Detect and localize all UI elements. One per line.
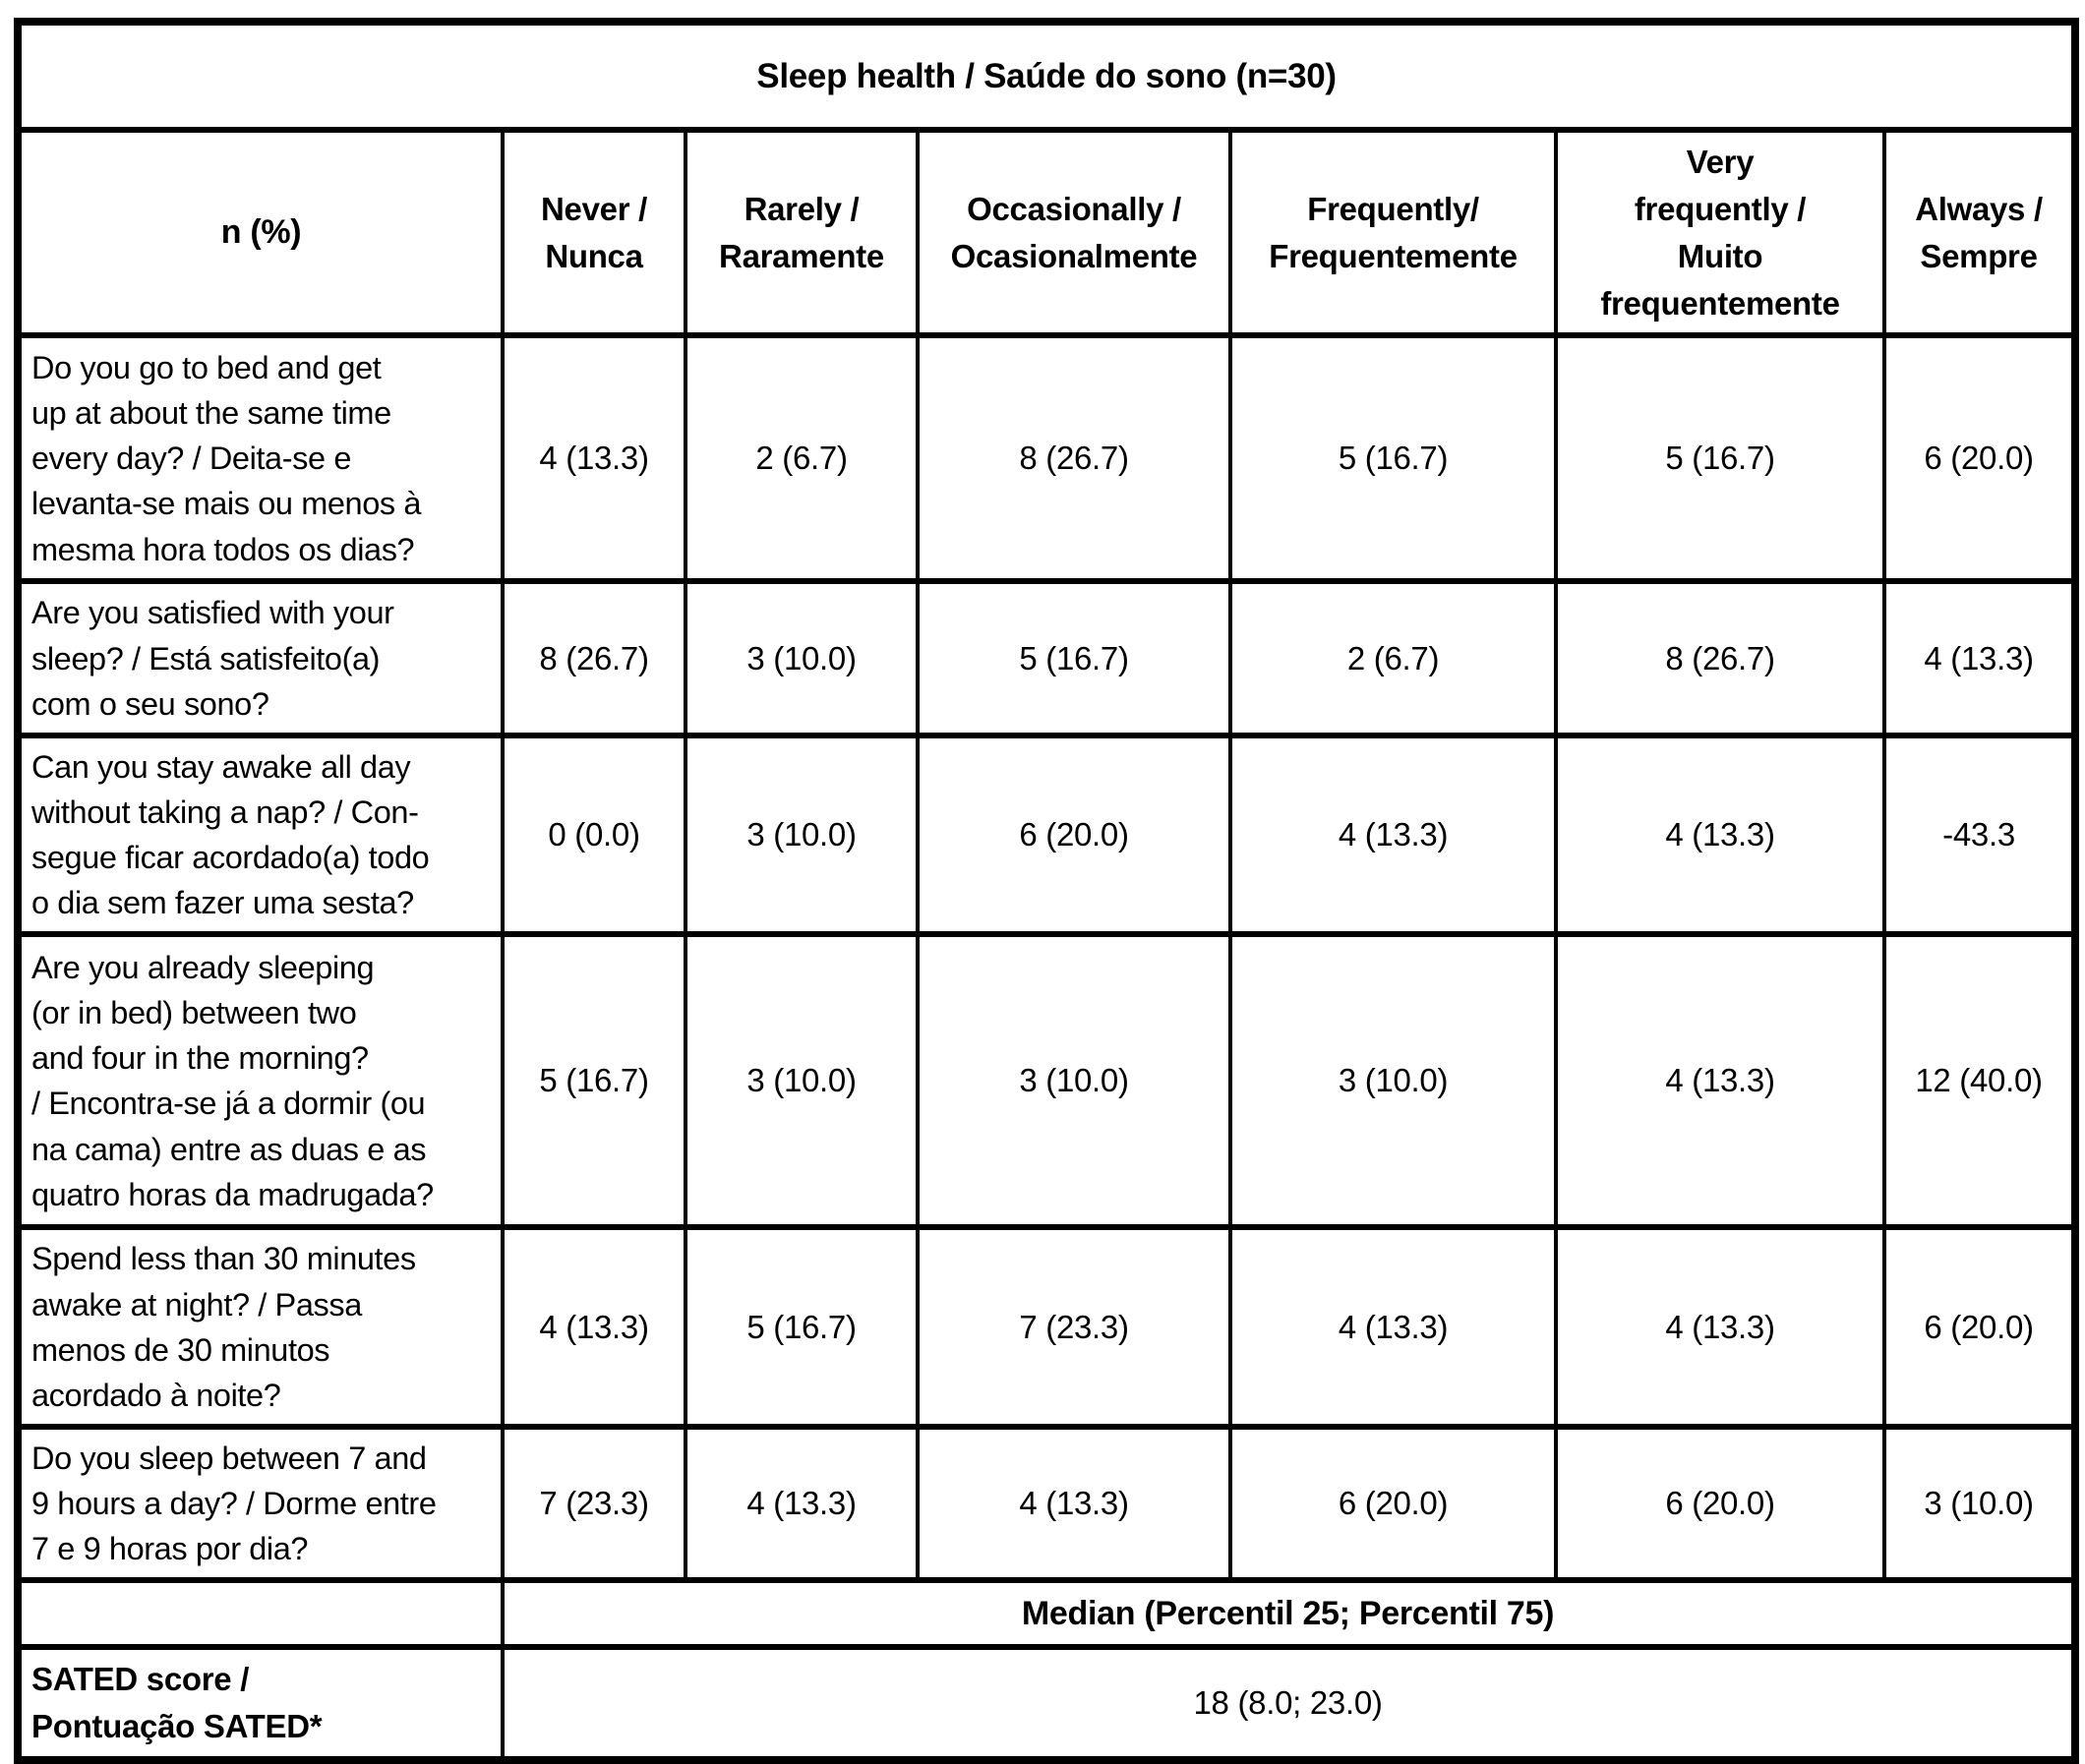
value-cell: 4 (13.3) bbox=[1881, 578, 2078, 738]
value-cell: 8 (26.7) bbox=[916, 332, 1232, 585]
value-cell: 4 (13.3) bbox=[916, 1423, 1232, 1584]
value-cell: 5 (16.7) bbox=[1228, 332, 1558, 585]
value-cell: -43.3 bbox=[1881, 732, 2078, 938]
column-header-never: Never / Nunca bbox=[501, 126, 687, 339]
table-row: Do you go to bed and get up at about the… bbox=[16, 332, 2078, 585]
value-cell: 0 (0.0) bbox=[501, 732, 687, 938]
value-cell: 3 (10.0) bbox=[916, 931, 1232, 1231]
column-header-occasionally: Occasionally / Ocasionalmente bbox=[916, 126, 1232, 339]
value-cell: 4 (13.3) bbox=[1228, 1224, 1558, 1430]
value-cell: 2 (6.7) bbox=[684, 332, 920, 585]
value-cell: 4 (13.3) bbox=[1228, 732, 1558, 938]
value-cell: 3 (10.0) bbox=[684, 732, 920, 938]
sleep-health-table: Sleep health / Saúde do sono (n=30) n (%… bbox=[14, 18, 2080, 1764]
median-header-row: Median (Percentil 25; Percentil 75) bbox=[16, 1577, 2078, 1651]
table-row: Are you satisfied with your sleep? / Est… bbox=[16, 578, 2078, 738]
value-cell: 6 (20.0) bbox=[1554, 1423, 1886, 1584]
value-cell: 3 (10.0) bbox=[1228, 931, 1558, 1231]
empty-cell bbox=[16, 1577, 505, 1651]
question-cell: Do you go to bed and get up at about the… bbox=[16, 332, 505, 585]
value-cell: 4 (13.3) bbox=[684, 1423, 920, 1584]
value-cell: 6 (20.0) bbox=[1228, 1423, 1558, 1584]
sated-score-row: SATED score / Pontuação SATED* 18 (8.0; … bbox=[16, 1644, 2078, 1764]
question-cell: Spend less than 30 minutes awake at nigh… bbox=[16, 1224, 505, 1430]
value-cell: 4 (13.3) bbox=[1554, 1224, 1886, 1430]
median-header: Median (Percentil 25; Percentil 75) bbox=[500, 1577, 2078, 1651]
value-cell: 4 (13.3) bbox=[1554, 732, 1886, 938]
table-row: Can you stay awake all day without takin… bbox=[16, 732, 2078, 938]
sated-score-label: SATED score / Pontuação SATED* bbox=[16, 1644, 505, 1764]
value-cell: 4 (13.3) bbox=[1554, 931, 1886, 1231]
value-cell: 6 (20.0) bbox=[1881, 1224, 2078, 1430]
value-cell: 5 (16.7) bbox=[1554, 332, 1886, 585]
value-cell: 4 (13.3) bbox=[501, 332, 687, 585]
value-cell: 5 (16.7) bbox=[916, 578, 1232, 738]
value-cell: 7 (23.3) bbox=[916, 1224, 1232, 1430]
table-row: Are you already sleeping (or in bed) bet… bbox=[16, 931, 2078, 1231]
column-header-frequently: Frequently/ Frequentemente bbox=[1228, 126, 1558, 339]
value-cell: 2 (6.7) bbox=[1228, 578, 1558, 738]
question-cell: Are you already sleeping (or in bed) bet… bbox=[16, 931, 505, 1231]
value-cell: 8 (26.7) bbox=[501, 578, 687, 738]
value-cell: 12 (40.0) bbox=[1881, 931, 2078, 1231]
question-cell: Do you sleep between 7 and 9 hours a day… bbox=[16, 1423, 505, 1584]
column-header-rarely: Rarely / Raramente bbox=[684, 126, 920, 339]
value-cell: 6 (20.0) bbox=[916, 732, 1232, 938]
value-cell: 6 (20.0) bbox=[1881, 332, 2078, 585]
value-cell: 5 (16.7) bbox=[684, 1224, 920, 1430]
column-header-very-frequently: Very frequently / Muito frequentemente bbox=[1554, 126, 1886, 339]
value-cell: 3 (10.0) bbox=[684, 931, 920, 1231]
question-cell: Are you satisfied with your sleep? / Est… bbox=[16, 578, 505, 738]
table-header-row: n (%) Never / Nunca Rarely / Raramente O… bbox=[16, 126, 2078, 339]
value-cell: 4 (13.3) bbox=[501, 1224, 687, 1430]
table-row: Do you sleep between 7 and 9 hours a day… bbox=[16, 1423, 2078, 1584]
table-title-row: Sleep health / Saúde do sono (n=30) bbox=[15, 19, 2078, 133]
table-row: Spend less than 30 minutes awake at nigh… bbox=[16, 1224, 2078, 1430]
value-cell: 3 (10.0) bbox=[684, 578, 920, 738]
value-cell: 8 (26.7) bbox=[1554, 578, 1886, 738]
value-cell: 3 (10.0) bbox=[1881, 1423, 2078, 1584]
sated-score-value: 18 (8.0; 23.0) bbox=[500, 1644, 2078, 1764]
column-header-n-pct: n (%) bbox=[16, 126, 505, 339]
value-cell: 7 (23.3) bbox=[501, 1423, 687, 1584]
column-header-always: Always / Sempre bbox=[1881, 126, 2078, 339]
question-cell: Can you stay awake all day without takin… bbox=[16, 732, 505, 938]
value-cell: 5 (16.7) bbox=[501, 931, 687, 1231]
table-title: Sleep health / Saúde do sono (n=30) bbox=[15, 19, 2078, 133]
